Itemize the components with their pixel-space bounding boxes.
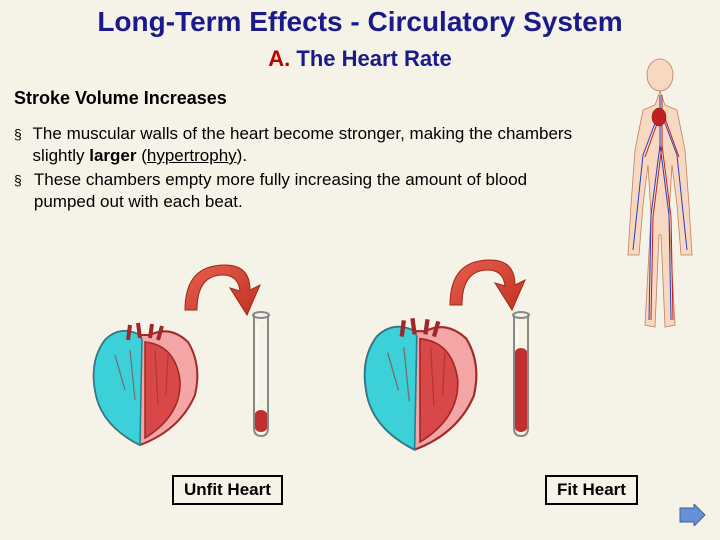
bullet-marker-icon: § bbox=[14, 169, 34, 191]
label-unfit: Unfit Heart bbox=[172, 475, 283, 505]
bullet-text: These chambers empty more fully increasi… bbox=[34, 169, 574, 213]
page-title: Long-Term Effects - Circulatory System bbox=[0, 0, 720, 38]
heart-unfit-icon bbox=[80, 320, 210, 450]
heart-fit-icon bbox=[350, 315, 490, 455]
illustration-area: Unfit Heart Fit Heart bbox=[0, 260, 720, 490]
subtitle-text: The Heart Rate bbox=[290, 46, 451, 71]
label-fit: Fit Heart bbox=[545, 475, 638, 505]
list-item: § The muscular walls of the heart become… bbox=[14, 123, 574, 167]
bullet-text: The muscular walls of the heart become s… bbox=[33, 123, 574, 167]
bullet-marker-icon: § bbox=[14, 123, 33, 145]
test-tube-unfit-icon bbox=[250, 310, 272, 440]
subtitle: A. The Heart Rate bbox=[0, 46, 720, 72]
list-item: § These chambers empty more fully increa… bbox=[14, 169, 574, 213]
test-tube-fit-icon bbox=[510, 310, 532, 440]
bullet-list: § The muscular walls of the heart become… bbox=[14, 123, 574, 213]
subtitle-letter: A. bbox=[268, 46, 290, 71]
next-arrow-icon[interactable] bbox=[678, 504, 706, 526]
